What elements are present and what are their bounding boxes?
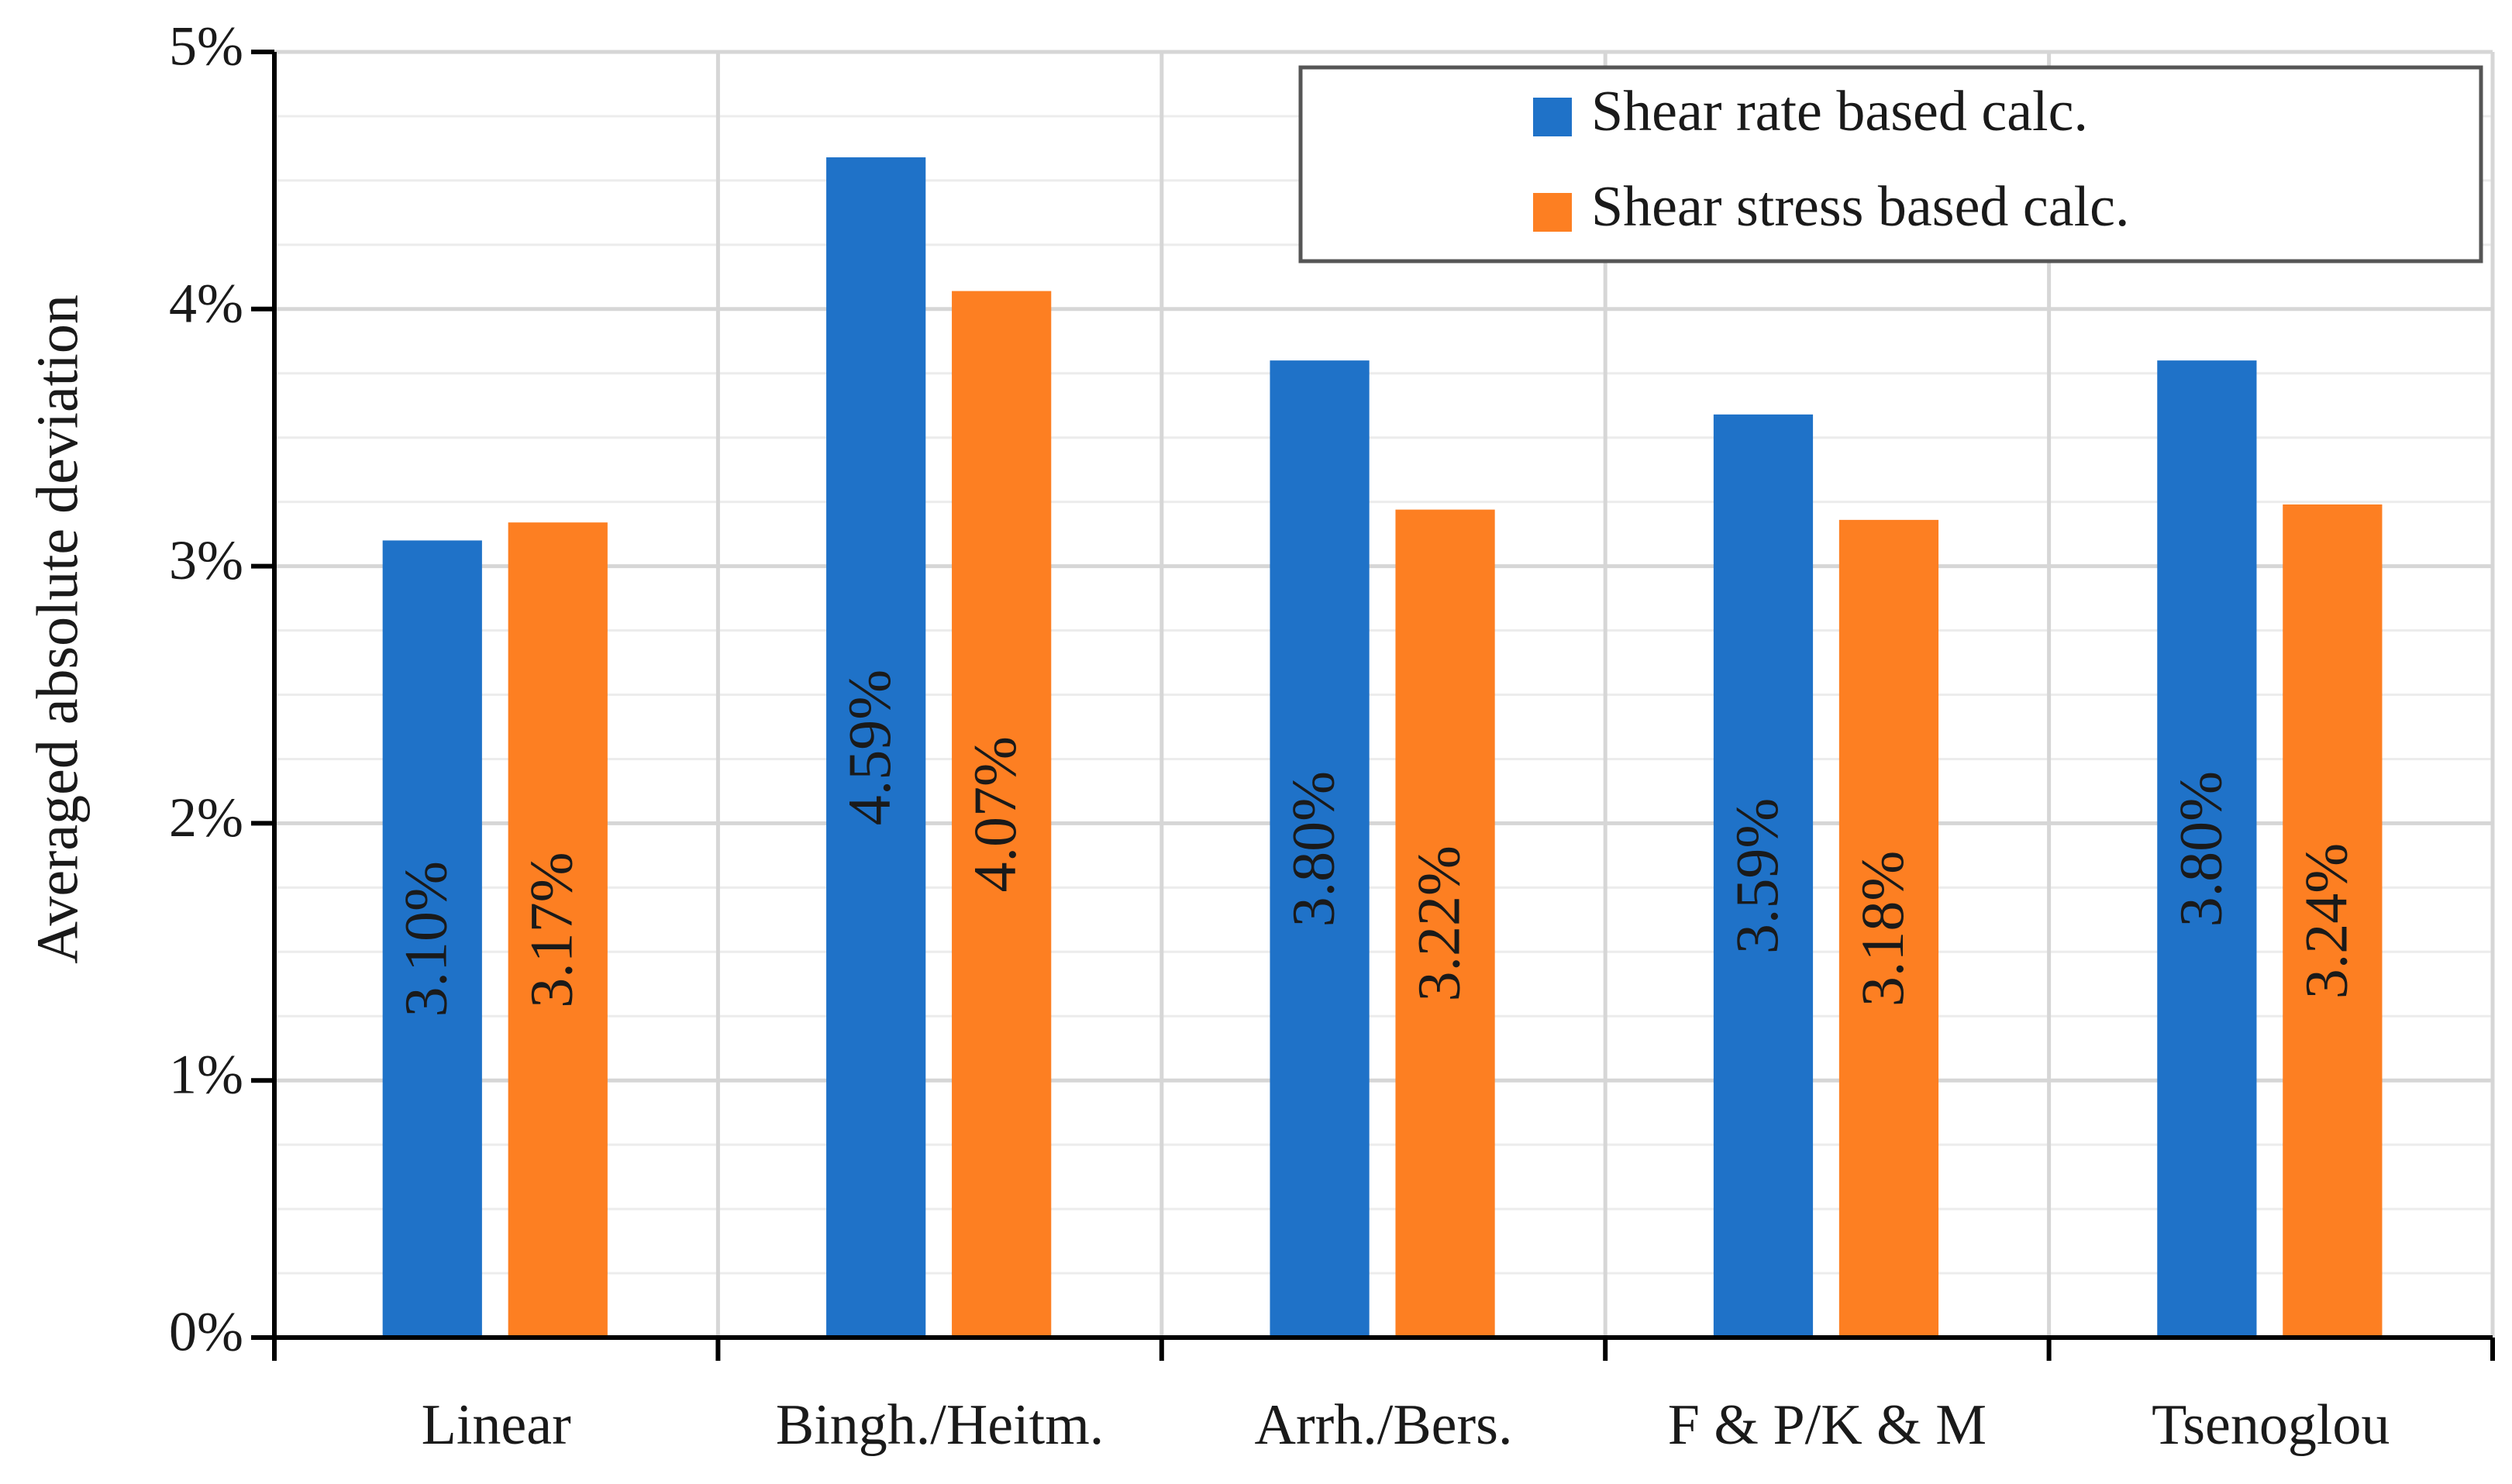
- x-tick-label: F & P/K & M: [1668, 1393, 1987, 1457]
- legend-box: [1298, 65, 2483, 263]
- value-label: 3.80%: [2166, 771, 2234, 927]
- legend-label: Shear stress based calc.: [1591, 175, 2130, 239]
- bar: [2283, 504, 2383, 1338]
- y-tick-label: 3%: [169, 529, 243, 591]
- x-tick-label: Linear: [422, 1393, 571, 1457]
- bar: [2157, 360, 2257, 1338]
- x-tick-label: Tsenoglou: [2152, 1393, 2390, 1457]
- value-label: 3.18%: [1849, 851, 1916, 1007]
- bar: [952, 291, 1052, 1338]
- y-tick-label: 0%: [169, 1301, 243, 1363]
- x-tick-label: Bingh./Heitm.: [776, 1393, 1104, 1457]
- legend-swatch: [1533, 193, 1572, 232]
- bar: [1270, 360, 1370, 1338]
- bar: [382, 540, 482, 1338]
- value-label: 3.22%: [1404, 845, 1472, 1001]
- value-label: 4.59%: [836, 670, 903, 825]
- bar: [826, 157, 926, 1338]
- value-label: 3.10%: [392, 861, 460, 1017]
- value-label: 3.80%: [1279, 771, 1346, 927]
- y-tick-label: 5%: [169, 15, 243, 77]
- legend-swatch: [1533, 98, 1572, 136]
- x-tick-label: Arrh./Bers.: [1255, 1393, 1513, 1457]
- y-axis-title: Averaged absolute deviation: [25, 294, 90, 964]
- y-tick-label: 2%: [169, 787, 243, 849]
- value-label: 3.24%: [2292, 843, 2359, 999]
- bar: [1838, 519, 1939, 1338]
- legend-label: Shear rate based calc.: [1591, 80, 2088, 143]
- bar: [1395, 509, 1495, 1338]
- y-tick-label: 1%: [169, 1044, 243, 1106]
- value-label: 4.07%: [961, 736, 1029, 892]
- value-label: 3.59%: [1723, 798, 1790, 954]
- y-tick-label: 4%: [169, 272, 243, 334]
- value-label: 3.17%: [518, 852, 585, 1007]
- bar: [1713, 414, 1814, 1338]
- bar: [508, 522, 608, 1338]
